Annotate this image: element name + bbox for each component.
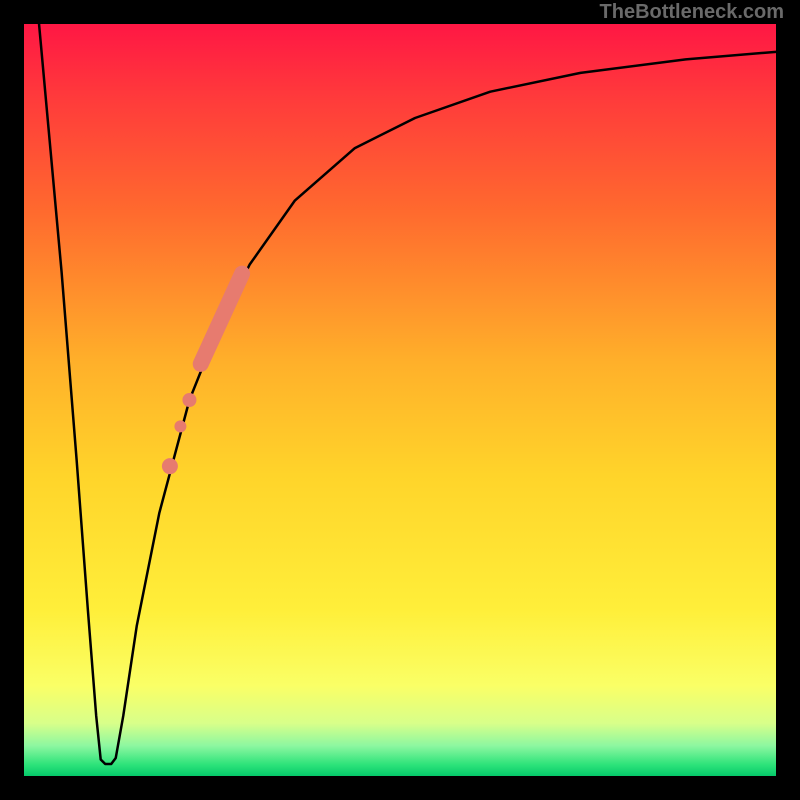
highlight-dot — [182, 393, 196, 407]
chart-container: TheBottleneck.com — [0, 0, 800, 800]
highlight-segment — [201, 274, 242, 364]
curve-layer — [0, 0, 800, 800]
bottleneck-curve — [39, 24, 776, 764]
highlight-dot — [162, 458, 178, 474]
highlight-dot — [174, 420, 186, 432]
